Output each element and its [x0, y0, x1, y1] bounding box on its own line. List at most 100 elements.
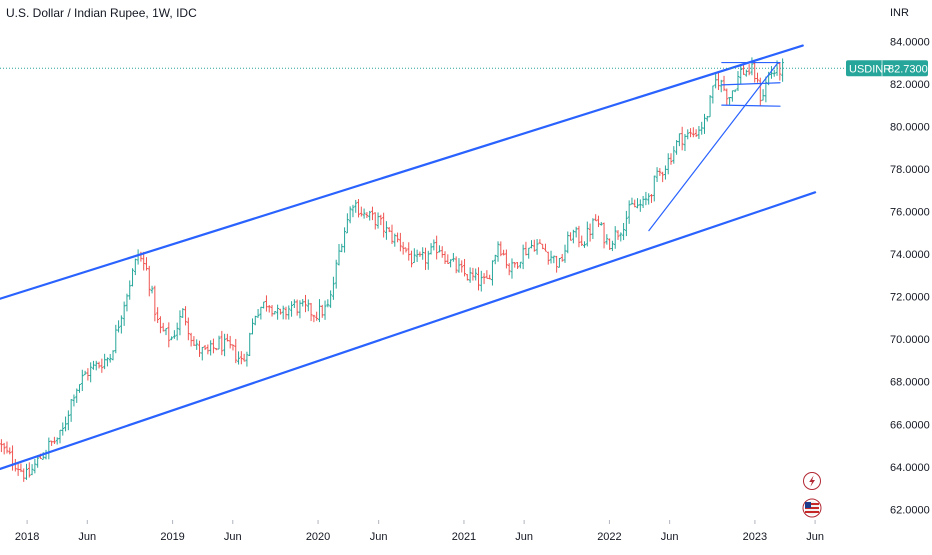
candle	[655, 167, 659, 183]
x-tick-label: Jun	[370, 531, 388, 543]
candle	[664, 165, 667, 180]
candle	[212, 338, 215, 354]
candle	[119, 315, 123, 334]
candle	[438, 245, 441, 253]
candle	[242, 353, 246, 362]
x-tick-label: Jun	[515, 531, 533, 543]
candle	[764, 76, 768, 103]
candle	[415, 249, 419, 262]
candle	[259, 306, 263, 320]
candle	[108, 353, 112, 363]
candle	[424, 247, 427, 270]
candle	[744, 69, 748, 77]
candle	[443, 251, 447, 265]
candle	[248, 332, 252, 357]
candle	[167, 322, 171, 348]
candle	[630, 197, 634, 205]
candle	[239, 351, 243, 365]
candle	[546, 251, 550, 265]
candle	[253, 315, 257, 326]
y-tick-label: 84.0000	[890, 36, 930, 48]
candle	[418, 251, 422, 257]
candle	[772, 69, 776, 77]
candle	[320, 304, 324, 318]
candle	[527, 247, 531, 259]
candle	[641, 195, 645, 208]
candle	[446, 254, 450, 264]
candle	[83, 370, 87, 376]
candle	[147, 265, 151, 297]
candle	[753, 60, 757, 83]
us-flag-icon[interactable]	[802, 498, 822, 518]
candle	[496, 241, 500, 262]
candle	[463, 258, 466, 277]
candle	[351, 204, 355, 218]
candle	[435, 235, 439, 260]
candle	[689, 128, 692, 138]
x-axis: 2018 Jun 2019 Jun 2020 Jun 2021 Jun 2022 Jun 2023 J…	[15, 520, 824, 543]
candle	[117, 320, 120, 333]
candle	[276, 304, 280, 320]
candle	[697, 126, 701, 140]
candle	[544, 243, 547, 252]
symbol-label: USDINR	[849, 63, 891, 75]
candle	[530, 240, 533, 249]
candle	[591, 218, 595, 239]
candle	[647, 193, 651, 205]
candle	[482, 273, 486, 285]
candle	[454, 256, 458, 274]
candle	[340, 243, 344, 253]
candle	[13, 458, 17, 472]
candle	[733, 89, 737, 93]
candle	[309, 302, 313, 322]
candle	[161, 322, 165, 332]
candle	[502, 249, 506, 256]
candle	[281, 305, 285, 320]
candle	[622, 222, 625, 241]
candle	[376, 212, 380, 229]
x-tick-label: 2020	[306, 531, 330, 543]
candle	[287, 305, 291, 320]
candle	[198, 340, 201, 357]
candle	[192, 336, 196, 346]
candle	[100, 358, 104, 373]
candle	[181, 308, 185, 318]
candle	[30, 464, 34, 476]
candle	[694, 129, 698, 138]
candle	[585, 221, 589, 247]
candle	[513, 261, 517, 268]
candle	[541, 243, 545, 250]
candle	[552, 255, 556, 264]
candle	[619, 232, 623, 242]
candle	[387, 227, 391, 233]
candle	[128, 280, 132, 300]
candle	[206, 344, 210, 355]
candle	[563, 244, 567, 263]
candle	[195, 339, 199, 350]
trendline-rising-support	[648, 61, 779, 232]
candle	[555, 255, 559, 273]
candle	[605, 234, 609, 245]
flash-icon[interactable]	[803, 472, 821, 490]
candle	[245, 351, 249, 367]
candle	[393, 233, 397, 247]
candle	[111, 350, 115, 361]
candle	[75, 388, 79, 403]
candle	[669, 153, 673, 165]
last-price-value: 82.7300	[888, 63, 928, 75]
candle	[594, 214, 598, 222]
candle	[412, 248, 416, 264]
candle	[368, 210, 372, 221]
candle	[613, 226, 617, 249]
candle	[474, 268, 478, 281]
candle	[398, 232, 402, 252]
candle	[700, 121, 704, 135]
candle	[703, 113, 706, 134]
candle	[312, 314, 316, 323]
candle	[488, 274, 492, 280]
x-tick-label: Jun	[224, 531, 242, 543]
candle	[323, 300, 327, 320]
candle	[318, 299, 321, 323]
candle	[675, 140, 678, 155]
